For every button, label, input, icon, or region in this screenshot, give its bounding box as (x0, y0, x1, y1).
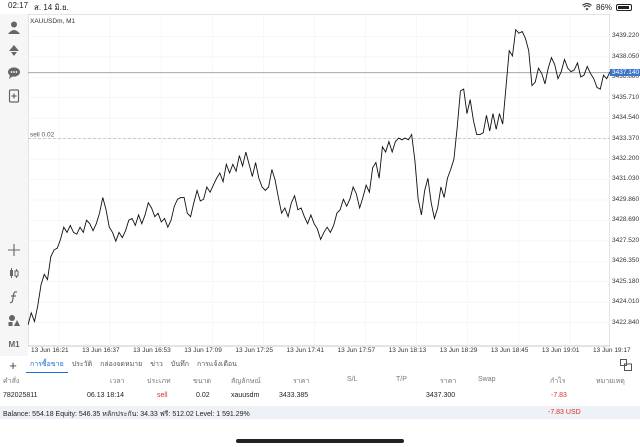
time-tick-label: 13 Jun 16:37 (82, 347, 120, 354)
battery-percent: 86% (595, 2, 612, 12)
indicators-icon[interactable] (4, 287, 24, 307)
split-view-icon[interactable] (620, 359, 632, 371)
price-tick-label: 3422.840 (612, 318, 640, 326)
tab-mailbox[interactable]: กล่องจดหมาย (100, 361, 143, 368)
table-header: คำสั่ง เวลา ประเภท ขนาด สัญลักษณ์ ราคา S… (0, 376, 640, 388)
time-tick-label: 13 Jun 17:41 (286, 347, 325, 354)
crosshair-icon[interactable] (4, 240, 24, 260)
terminal-tabs: + การซื้อขาย ประวัติ กล่องจดหมาย ข่าว บั… (0, 357, 640, 373)
col-symbol: สัญลักษณ์ (231, 378, 261, 385)
price-tick-label: 3432.200 (612, 155, 640, 163)
price-tick-label: 3426.350 (612, 257, 640, 265)
order-symbol: xauusdm (231, 392, 260, 399)
col-order: คำสั่ง (3, 378, 20, 385)
chart-frame (28, 14, 610, 347)
time-tick-label: 13 Jun 16:53 (133, 347, 171, 354)
tab-alerts[interactable]: การแจ้งเตือน (196, 361, 237, 368)
price-tick-label: 3438.050 (612, 52, 640, 60)
account-icon[interactable] (4, 17, 24, 37)
price-tick-label: 3428.690 (612, 216, 640, 224)
time-tick-label: 13 Jun 16:21 (31, 347, 69, 354)
chart-toolbar: M1 (0, 14, 28, 356)
price-series-line (28, 28, 610, 326)
table-row[interactable]: 782025811 06.13 18:14 sell 0.02 xauusdm … (0, 392, 640, 404)
col-open-price: ราคา (293, 378, 310, 385)
time-tick-label: 13 Jun 19:17 (593, 347, 631, 354)
trade-arrows-icon[interactable] (4, 40, 24, 60)
price-tick-label: 3433.370 (612, 134, 640, 142)
col-swap: Swap (478, 376, 496, 383)
col-profit: กำไร (550, 378, 566, 385)
col-price: ราคา (440, 378, 457, 385)
col-tp: T/P (396, 376, 407, 383)
col-sl: S/L (347, 376, 358, 383)
tab-trade[interactable]: การซื้อขาย (26, 357, 68, 373)
balance-summary: Balance: 554.18 Equity: 546.35 หลักประกั… (3, 411, 250, 418)
col-time: เวลา (110, 378, 125, 385)
order-line-label: sell 0.02 (30, 131, 55, 138)
chart-title: XAUUSDm, M1 (30, 18, 76, 25)
price-tick-label: 3427.520 (612, 236, 640, 244)
tab-history[interactable]: ประวัติ (71, 361, 93, 368)
price-axis: 3439.220 3438.050 3436.880 3435.710 3434.540… (610, 14, 640, 356)
price-tick-label: 3431.030 (612, 175, 640, 183)
price-tick-label: 3436.880 (612, 73, 640, 81)
time-tick-label: 13 Jun 18:29 (439, 347, 478, 354)
wifi-icon (582, 3, 592, 11)
tab-news[interactable]: ข่าว (150, 361, 163, 368)
order-current-price: 3437.300 (426, 392, 456, 399)
battery-icon (616, 3, 632, 11)
time-tick-label: 13 Jun 17:57 (337, 347, 376, 354)
tab-journal[interactable]: บันทึก (170, 361, 189, 368)
time-tick-label: 13 Jun 18:45 (490, 347, 529, 354)
balance-bar: Balance: 554.18 Equity: 546.35 หลักประกั… (0, 406, 640, 419)
status-bar: 02:17 ส. 14 มิ.ย. 86% (0, 0, 640, 14)
price-tick-label: 3429.860 (612, 195, 640, 203)
time-tick-label: 13 Jun 17:09 (184, 347, 222, 354)
price-tick-label: 3439.220 (612, 32, 640, 40)
order-time: 06.13 18:14 (87, 392, 124, 399)
home-indicator (236, 439, 404, 443)
order-open-price: 3433.385 (279, 392, 309, 399)
col-volume: ขนาด (193, 378, 212, 385)
time-tick-label: 13 Jun 17:25 (235, 347, 273, 354)
candles-icon[interactable] (4, 263, 24, 283)
order-ticket: 782025811 (3, 392, 38, 399)
total-profit: -7.83 USD (548, 409, 581, 416)
order-volume: 0.02 (196, 392, 210, 399)
date: ส. 14 มิ.ย. (34, 2, 69, 12)
order-profit: -7.83 (551, 392, 567, 399)
time-tick-label: 13 Jun 19:01 (541, 347, 580, 354)
col-comment: หมายเหตุ (596, 378, 625, 385)
chat-icon[interactable] (4, 63, 24, 83)
clock: 02:17 (8, 0, 29, 10)
objects-icon[interactable] (4, 310, 24, 330)
time-tick-label: 13 Jun 18:13 (388, 347, 427, 354)
price-tick-label: 3425.180 (612, 277, 640, 285)
price-tick-label: 3435.710 (612, 93, 640, 101)
add-icon[interactable]: + (9, 357, 17, 373)
col-type: ประเภท (147, 378, 171, 385)
timeframe-button[interactable]: M1 (8, 339, 20, 349)
bid-price-label: 3437.140 (610, 68, 640, 76)
price-chart[interactable]: sell 0.02 XAUUSDm, M1 (28, 14, 610, 356)
price-tick-label: 3424.010 (612, 298, 640, 306)
price-tick-label: 3434.540 (612, 114, 640, 122)
order-type: sell (157, 392, 168, 399)
new-order-icon[interactable] (4, 86, 24, 106)
